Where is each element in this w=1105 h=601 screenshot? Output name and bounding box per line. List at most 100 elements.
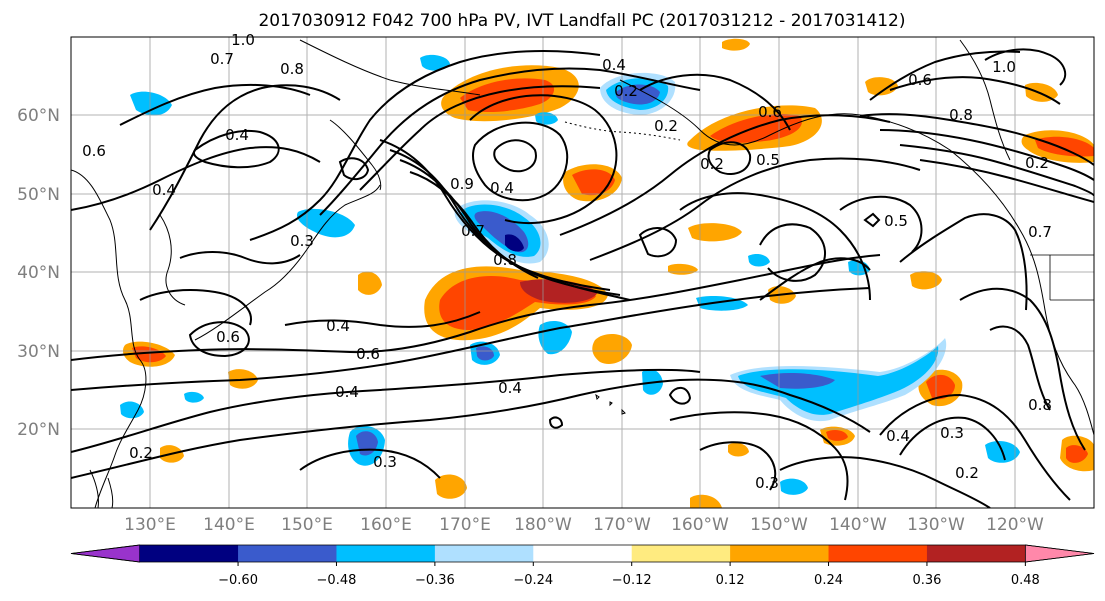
contour-label: 0.2: [129, 444, 153, 462]
pv-contour: [284, 311, 481, 328]
anomaly-positive: [1035, 136, 1094, 157]
pv-contour: [338, 157, 370, 181]
pv-contour: [899, 144, 1094, 197]
anomaly-positive: [358, 271, 382, 295]
lon-label: 160°E: [360, 515, 412, 535]
pv-contour: [899, 416, 1006, 461]
colorbar-tick-label: −0.12: [612, 573, 652, 588]
anomaly-negative: [420, 54, 450, 71]
pv-contour: [299, 448, 441, 479]
pv-contour: [139, 289, 252, 326]
colorbar-segment: [336, 545, 436, 562]
anomaly-negative: [476, 346, 494, 361]
pv-contour: [589, 157, 921, 261]
contour-label: 0.4: [326, 317, 350, 335]
coastline-japan: [194, 184, 381, 341]
contour-label: 0.6: [82, 142, 106, 160]
pv-contour: [679, 192, 871, 301]
contour-label: 0.8: [493, 251, 517, 269]
contour-label: 0.8: [1028, 396, 1052, 414]
lat-label: 40°N: [17, 263, 60, 283]
pv-contour: [863, 212, 881, 228]
pv-contour: [839, 195, 923, 253]
pv-contour: [639, 73, 791, 131]
pv-contour: [879, 393, 1071, 501]
pv-contour: [472, 121, 569, 202]
pv-contour: [119, 83, 311, 126]
anomaly-negative: [780, 478, 808, 495]
colorbar-segment: [828, 545, 928, 562]
pv-contour: [779, 456, 991, 508]
anomaly-negative: [130, 91, 172, 116]
pv-contour: [699, 441, 777, 491]
lon-label: 160°W: [671, 515, 729, 535]
colorbar-segment: [533, 545, 633, 562]
map-frame: [70, 36, 1095, 509]
pv-contour: [707, 141, 752, 175]
anomaly-positive: [690, 494, 722, 508]
pv-contour: [668, 386, 692, 405]
colorbar: −0.60 −0.48 −0.36 −0.24 −0.12 0.12 0.24 0.36 0.4…: [70, 544, 1095, 588]
pv-contour: [879, 129, 1094, 181]
lon-label: 130°E: [124, 515, 176, 535]
contour-label: 0.8: [280, 60, 304, 78]
coastline-aleutians: [564, 121, 681, 141]
lon-label: 180°W: [514, 515, 572, 535]
pv-contour: [493, 139, 537, 173]
anomaly-negative: [184, 391, 204, 403]
colorbar-tick-label: −0.36: [415, 573, 455, 588]
colorbar-ticks: −0.60 −0.48 −0.36 −0.24 −0.12 0.12 0.24 0.36 0.4…: [218, 562, 1040, 588]
anomaly-positive: [435, 474, 467, 499]
colorbar-tick-label: 0.48: [1011, 573, 1040, 588]
pv-contour: [71, 378, 871, 479]
colorbar-tick-label: 0.36: [912, 573, 941, 588]
pv-contour: [669, 411, 849, 501]
contour-label: 0.6: [758, 103, 782, 121]
lat-label: 50°N: [17, 185, 60, 205]
lon-label: 140°E: [203, 515, 255, 535]
pv-contour: [989, 325, 1051, 411]
contour-label: 0.3: [373, 453, 397, 471]
lat-label: 30°N: [17, 342, 60, 362]
pv-contour: [359, 85, 601, 191]
lat-label: 20°N: [17, 420, 60, 440]
coastline-kamchatka: [329, 119, 382, 191]
colorbar-segment: [926, 545, 1026, 562]
contour-label: 0.3: [755, 474, 779, 492]
colorbar-segment: [139, 545, 239, 562]
lat-label: 60°N: [17, 106, 60, 126]
lon-label: 170°E: [439, 515, 491, 535]
anomaly-negative: [505, 234, 524, 252]
anomaly-positive: [728, 442, 749, 457]
contour-label: 0.6: [356, 345, 380, 363]
contour-label: 1.0: [992, 58, 1016, 76]
anomaly-negative: [748, 254, 770, 267]
pv-contour: [859, 113, 1094, 166]
anomaly-positive: [1066, 445, 1088, 463]
pv-contour: [869, 50, 1021, 101]
colorbar-segments: [70, 544, 1095, 563]
anomaly-positive: [865, 77, 898, 96]
contour-label: 0.4: [335, 383, 359, 401]
lon-label: 150°W: [750, 515, 808, 535]
colorbar-frame: [70, 544, 1095, 563]
contour-label: 0.4: [602, 56, 626, 74]
contour-label: 0.2: [1025, 154, 1049, 172]
colorbar-segment: [238, 545, 337, 562]
coastline-alaska: [619, 79, 1094, 436]
colorbar-tick-label: 0.12: [716, 573, 745, 588]
lon-label: 170°W: [593, 515, 651, 535]
contour-label: 0.5: [756, 151, 780, 169]
colorbar-tick-label: −0.48: [317, 573, 357, 588]
pv-contour: [188, 321, 250, 358]
contour-label: 0.3: [290, 232, 314, 250]
pv-contour: [249, 50, 601, 241]
colorbar-segment: [70, 544, 141, 563]
coastlines: [71, 39, 1094, 508]
state-border: [1030, 254, 1094, 301]
pv-contour: [759, 223, 826, 282]
lon-label: 150°E: [281, 515, 333, 535]
contour-label: 0.5: [884, 212, 908, 230]
contour-label: 0.2: [700, 155, 724, 173]
